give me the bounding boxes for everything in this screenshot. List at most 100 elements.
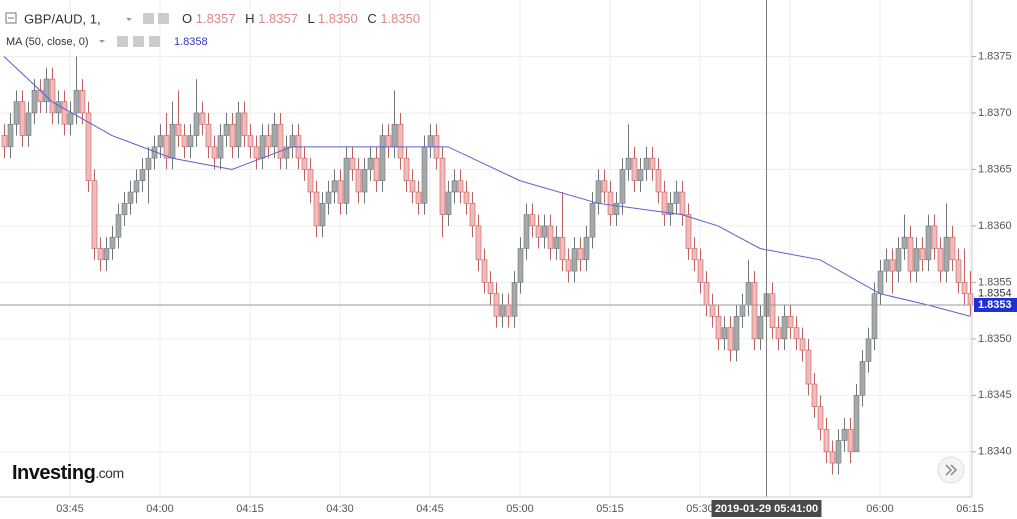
price-marker-label: 1.8354 <box>978 288 1012 300</box>
dropdown[interactable] <box>126 18 132 21</box>
candle-body <box>229 123 236 148</box>
eye-icon[interactable] <box>117 36 128 47</box>
axes: 1.8340 1.8345 1.8350 1.8355 1.8360 1.8365 1.83… <box>56 50 1017 517</box>
candle-body <box>457 180 464 193</box>
candle-body <box>19 101 26 136</box>
plot <box>0 0 974 497</box>
x-tick-label: 04:30 <box>326 503 354 515</box>
y-tick-label: 1.8340 <box>978 446 1012 458</box>
close-label: C <box>367 11 376 26</box>
candle-body <box>793 327 800 340</box>
candle-body <box>805 349 812 385</box>
candle-body <box>601 180 608 193</box>
candle-body <box>439 157 446 215</box>
candle-body <box>97 248 104 261</box>
candle-body <box>823 428 830 453</box>
candle-body <box>175 123 182 136</box>
candle-body <box>187 135 194 148</box>
candle-body <box>499 304 506 317</box>
candle-body <box>115 214 122 238</box>
candle-body <box>451 180 458 193</box>
candle-body <box>583 236 590 261</box>
candle-body <box>835 440 842 464</box>
candle-body <box>157 135 164 148</box>
candle-body <box>61 101 68 125</box>
eye-icon[interactable] <box>143 13 154 24</box>
symbol: GBP/AUD, 1, <box>24 11 101 26</box>
ohlc: O 1.8357 H 1.8357 L 1.8350 C 1.8350 <box>182 11 420 26</box>
candle-body <box>247 135 254 148</box>
candle-body <box>769 293 776 328</box>
settings-icon[interactable] <box>158 13 169 24</box>
logo-suffix: .com <box>95 465 123 481</box>
y-tick-label: 1.8355 <box>978 276 1012 288</box>
ma-value: 1.8358 <box>174 36 208 48</box>
candle-body <box>739 304 746 317</box>
high-label: H <box>245 11 254 26</box>
candle-body <box>487 282 494 294</box>
candle-body <box>361 169 368 193</box>
close-icon[interactable] <box>149 36 160 47</box>
y-tick-label: 1.8370 <box>978 107 1012 119</box>
candle-body <box>475 225 482 261</box>
candle-body <box>367 157 374 170</box>
candle-body <box>319 203 326 227</box>
candle-body <box>205 123 212 148</box>
candle-body <box>949 236 956 261</box>
candle-body <box>877 270 884 294</box>
candle-body <box>253 146 260 159</box>
candle-body <box>613 203 620 215</box>
candle-body <box>745 282 752 306</box>
candle-body <box>733 315 740 351</box>
candle-body <box>961 282 968 294</box>
x-tick-label: 05:00 <box>506 503 534 515</box>
candle-body <box>55 101 62 114</box>
candle-body <box>727 327 734 351</box>
open-label: O <box>182 11 192 26</box>
candle-body <box>517 248 524 283</box>
candle-body <box>667 203 674 215</box>
candle-body <box>571 248 578 272</box>
candle-body <box>619 169 626 204</box>
candle-body <box>469 203 476 227</box>
candle-body <box>241 112 248 136</box>
candle-body <box>913 248 920 272</box>
collapse-icon[interactable] <box>5 12 17 24</box>
candle-body <box>67 112 74 125</box>
candle-body <box>697 259 704 283</box>
candle-body <box>379 135 386 182</box>
candle-body <box>79 90 86 114</box>
candle-body <box>811 383 818 407</box>
candle-body <box>109 236 116 249</box>
candle-body <box>505 304 512 317</box>
settings-icon[interactable] <box>133 36 144 47</box>
candle-body <box>865 338 872 362</box>
candle-body <box>73 90 80 114</box>
candle-body <box>691 248 698 261</box>
candle-body <box>181 135 188 148</box>
x-tick-label: 06:15 <box>956 503 984 515</box>
scroll-icon <box>945 464 958 476</box>
candle-body <box>307 169 314 193</box>
candle-body <box>373 157 380 182</box>
dropdown[interactable] <box>99 40 105 43</box>
candle-body <box>625 157 632 170</box>
candle-body <box>313 191 320 227</box>
candle-body <box>841 428 848 441</box>
candle-body <box>595 180 602 204</box>
candle-body <box>445 191 452 215</box>
candle-body <box>931 225 938 249</box>
candle-body <box>883 259 890 272</box>
candle-body <box>661 191 668 215</box>
candle-body <box>355 169 362 193</box>
candle-body <box>907 236 914 272</box>
candle-body <box>463 191 470 204</box>
ma-line <box>3 56 971 317</box>
ma-name: MA (50, close, 0) <box>6 36 89 48</box>
last-price-label: 1.8353 <box>978 299 1012 311</box>
x-tick-label: 06:00 <box>866 503 894 515</box>
candle-body <box>631 157 638 182</box>
candle-body <box>427 135 434 148</box>
